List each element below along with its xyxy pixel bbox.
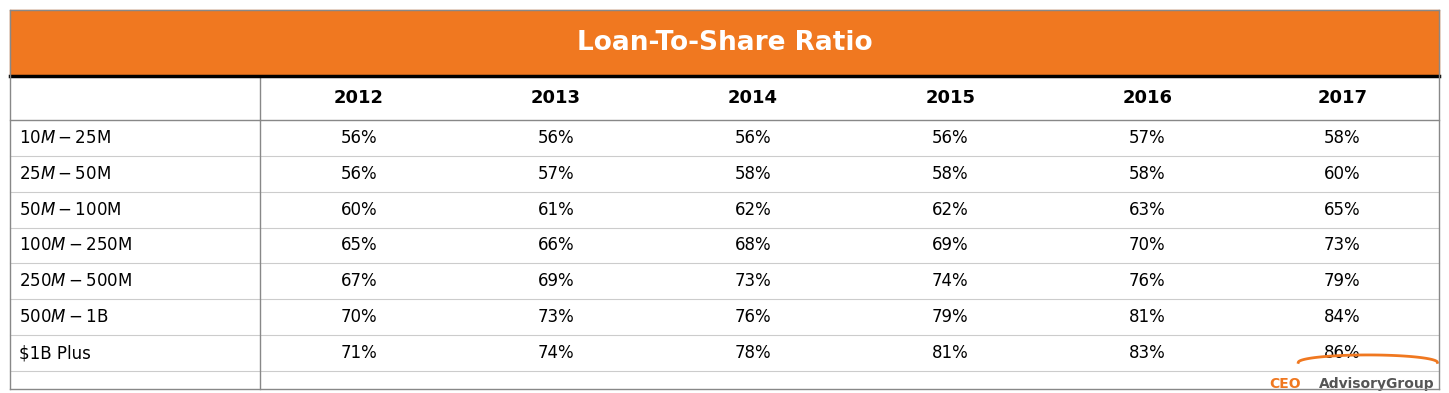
- Text: 70%: 70%: [1129, 237, 1165, 254]
- Text: 81%: 81%: [932, 344, 968, 362]
- Text: 62%: 62%: [735, 200, 771, 219]
- Text: 68%: 68%: [735, 237, 771, 254]
- Text: 73%: 73%: [538, 308, 574, 326]
- Text: 58%: 58%: [1129, 165, 1165, 183]
- Text: 74%: 74%: [538, 344, 574, 362]
- Text: 2013: 2013: [530, 89, 581, 107]
- Bar: [10, 156, 1439, 192]
- Text: 60%: 60%: [1324, 165, 1361, 183]
- Text: 58%: 58%: [932, 165, 968, 183]
- Text: 67%: 67%: [341, 272, 377, 290]
- Text: 56%: 56%: [735, 129, 771, 147]
- Text: 78%: 78%: [735, 344, 771, 362]
- Text: CEO: CEO: [1269, 377, 1301, 391]
- Text: 71%: 71%: [341, 344, 377, 362]
- Text: 69%: 69%: [932, 237, 968, 254]
- Bar: [10, 299, 1439, 335]
- Bar: [10, 120, 1439, 156]
- Text: 76%: 76%: [1129, 272, 1165, 290]
- Text: 62%: 62%: [932, 200, 968, 219]
- Text: 61%: 61%: [538, 200, 574, 219]
- Text: $1B Plus: $1B Plus: [19, 344, 91, 362]
- Bar: [10, 76, 1439, 120]
- Text: 56%: 56%: [932, 129, 968, 147]
- Text: $100M-$250M: $100M-$250M: [19, 237, 132, 254]
- Text: $250M-$500M: $250M-$500M: [19, 272, 132, 290]
- Text: 57%: 57%: [1129, 129, 1165, 147]
- Text: $25M-$50M: $25M-$50M: [19, 165, 110, 183]
- Text: 2015: 2015: [926, 89, 975, 107]
- Bar: [10, 192, 1439, 228]
- Text: 65%: 65%: [1324, 200, 1361, 219]
- Text: 63%: 63%: [1129, 200, 1166, 219]
- Text: 65%: 65%: [341, 237, 377, 254]
- Text: 70%: 70%: [341, 308, 377, 326]
- Text: 57%: 57%: [538, 165, 574, 183]
- Bar: [10, 10, 1439, 76]
- Text: 86%: 86%: [1324, 344, 1361, 362]
- Text: 2017: 2017: [1317, 89, 1368, 107]
- Text: 69%: 69%: [538, 272, 574, 290]
- Text: 73%: 73%: [1324, 237, 1361, 254]
- Bar: [10, 228, 1439, 263]
- Text: 66%: 66%: [538, 237, 574, 254]
- Text: 83%: 83%: [1129, 344, 1166, 362]
- Text: 56%: 56%: [538, 129, 574, 147]
- Text: Loan-To-Share Ratio: Loan-To-Share Ratio: [577, 30, 872, 56]
- Text: 79%: 79%: [932, 308, 968, 326]
- Text: 79%: 79%: [1324, 272, 1361, 290]
- Text: 2014: 2014: [727, 89, 778, 107]
- Text: 60%: 60%: [341, 200, 377, 219]
- Text: $10M-$25M: $10M-$25M: [19, 129, 110, 147]
- Text: 81%: 81%: [1129, 308, 1166, 326]
- Text: $50M-$100M: $50M-$100M: [19, 200, 122, 219]
- Text: 84%: 84%: [1324, 308, 1361, 326]
- Text: 58%: 58%: [735, 165, 771, 183]
- Text: 2012: 2012: [333, 89, 384, 107]
- Bar: [10, 263, 1439, 299]
- Text: 74%: 74%: [932, 272, 968, 290]
- Text: $500M-$1B: $500M-$1B: [19, 308, 109, 326]
- Text: 58%: 58%: [1324, 129, 1361, 147]
- Text: 76%: 76%: [735, 308, 771, 326]
- Text: 73%: 73%: [735, 272, 771, 290]
- Text: AdvisoryGroup: AdvisoryGroup: [1319, 377, 1435, 391]
- Text: 56%: 56%: [341, 165, 377, 183]
- Text: 56%: 56%: [341, 129, 377, 147]
- Text: 2016: 2016: [1123, 89, 1172, 107]
- Bar: [10, 335, 1439, 371]
